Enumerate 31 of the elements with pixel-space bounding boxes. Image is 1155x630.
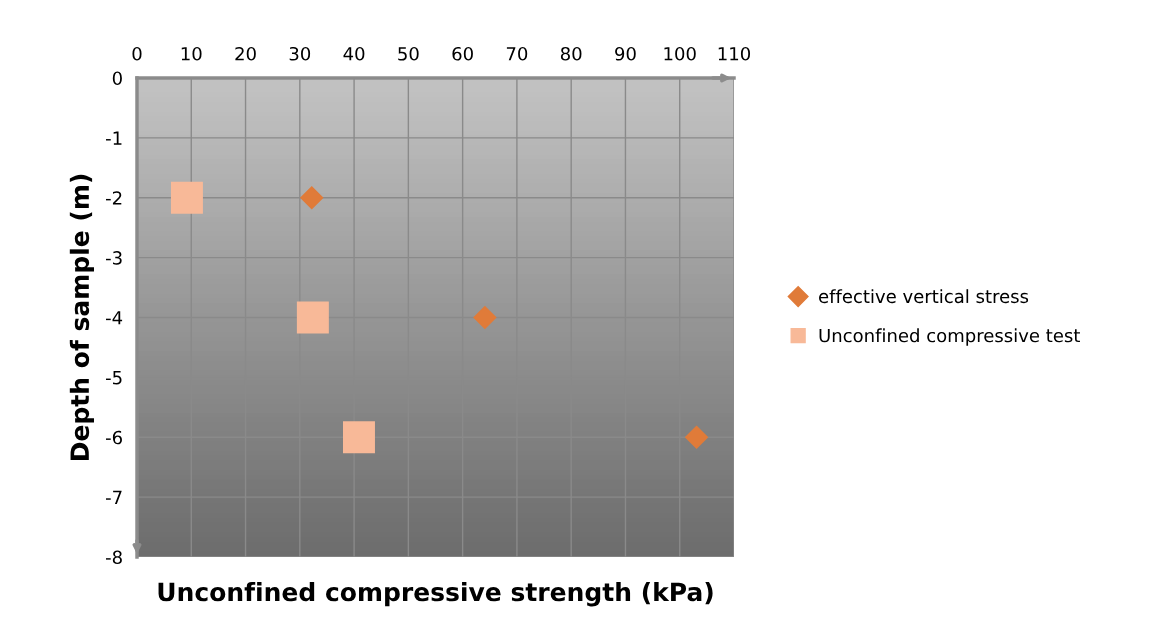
x-tick-label: 60 bbox=[452, 46, 473, 61]
y-tick-label: -1 bbox=[105, 131, 122, 145]
x-tick-label: 100 bbox=[664, 46, 696, 61]
y-tick-label: -5 bbox=[105, 371, 122, 385]
x-tick-label: 30 bbox=[289, 46, 311, 61]
point bbox=[343, 421, 375, 454]
y-tick-label: -2 bbox=[105, 191, 122, 205]
y-axis-title: Depth of sample (m) bbox=[69, 174, 94, 461]
x-axis-title: Unconfined compressive strength (kPa) bbox=[158, 582, 713, 607]
y-tick-label: -3 bbox=[105, 251, 122, 265]
x-tick-label: 50 bbox=[398, 46, 419, 61]
x-tick-label: 20 bbox=[235, 46, 256, 61]
y-tick-label: 0 bbox=[112, 71, 122, 86]
x-tick-label: 40 bbox=[343, 46, 365, 61]
y-tick-label: -4 bbox=[105, 311, 123, 325]
x-tick-label: 10 bbox=[181, 46, 202, 61]
point bbox=[685, 425, 709, 449]
legend-label: Unconfined compressive test bbox=[819, 328, 1080, 346]
legend-label: effective vertical stress bbox=[819, 289, 1029, 304]
x-tick-label: 70 bbox=[506, 46, 528, 61]
x-tick-label: 110 bbox=[718, 46, 751, 61]
point bbox=[170, 181, 203, 214]
y-tick-label: -7 bbox=[105, 490, 122, 504]
y-tick-label: -8 bbox=[105, 550, 122, 565]
x-tick-label: 90 bbox=[615, 46, 636, 61]
x-tick-label: 80 bbox=[560, 46, 582, 61]
y-tick-label: -6 bbox=[105, 430, 122, 445]
point bbox=[473, 306, 497, 329]
point bbox=[300, 186, 324, 210]
x-tick-label: 0 bbox=[132, 46, 142, 61]
point bbox=[296, 301, 329, 334]
